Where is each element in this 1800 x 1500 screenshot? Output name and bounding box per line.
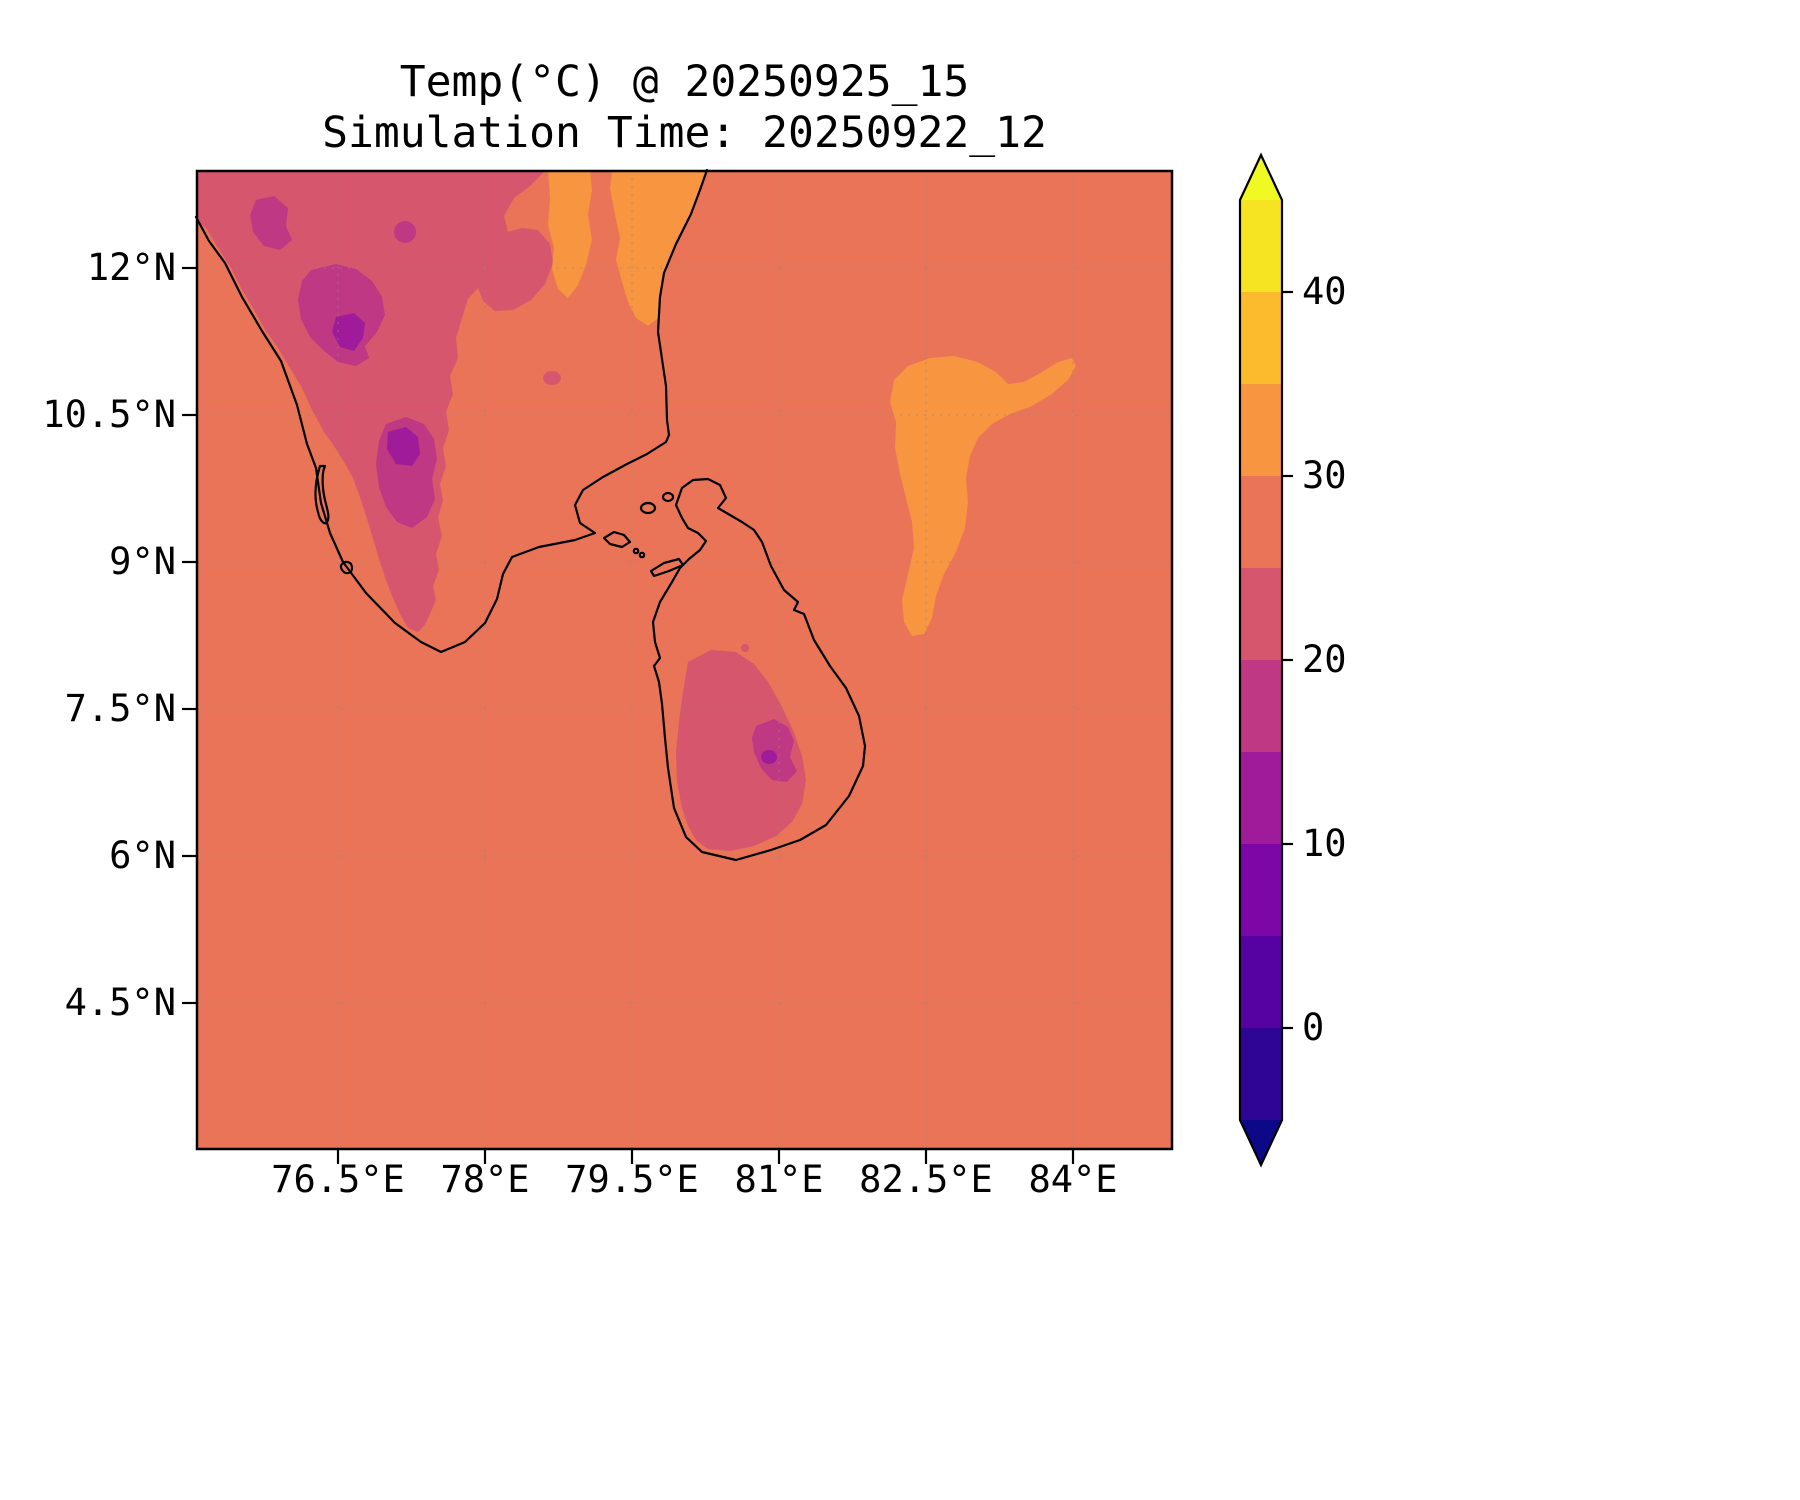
coastline-rameswaram-island xyxy=(602,530,632,549)
coastline-delft-island xyxy=(639,501,657,515)
region-chennai-coast-30-35c xyxy=(610,170,706,326)
colorbar xyxy=(1238,152,1293,1168)
region-ghats-north-15-20c xyxy=(250,196,292,250)
colorbar-band-40-45 xyxy=(1240,200,1282,292)
coastline-mannar-island xyxy=(649,557,685,578)
colorbar-band-0-5 xyxy=(1240,936,1282,1028)
y-tick-label: 4.5°N xyxy=(64,981,176,1024)
axis-tick-marks xyxy=(182,266,1075,1164)
colorbar-tick-label: 30 xyxy=(1302,454,1347,497)
coastline-jaffna-islet xyxy=(661,491,675,503)
colorbar-band-neg5-0 xyxy=(1240,1028,1282,1120)
region-south-india-20-25c xyxy=(196,170,553,632)
region-anaimalai-core-10-15c xyxy=(387,427,420,466)
coastline-india xyxy=(194,168,709,654)
x-tick-label: 79.5°E xyxy=(565,1158,699,1201)
coastline-kerala-backwater-lake xyxy=(314,464,330,525)
region-sri-lanka-interior-20-25c xyxy=(676,650,806,851)
colorbar-band-15-20 xyxy=(1240,660,1282,752)
x-tick-label: 82.5°E xyxy=(859,1158,993,1201)
colorbar-band-10-15 xyxy=(1240,752,1282,844)
colorbar-band-30-35 xyxy=(1240,384,1282,476)
colorbar-tick-label: 40 xyxy=(1302,270,1347,313)
plot-subtitle: Simulation Time: 20250922_12 xyxy=(322,108,1047,158)
region-sri-lanka-highlands-15-20c xyxy=(752,719,797,782)
colorbar-tick-label: 10 xyxy=(1302,822,1347,865)
coastline-ashtamudi-lake xyxy=(339,560,354,575)
coastline-adams-bridge-islet-1 xyxy=(632,547,640,555)
colorbar-extend-over-triangle xyxy=(1240,155,1282,200)
colorbar-tick-marks xyxy=(1282,290,1293,1030)
region-sri-lanka-small-patch xyxy=(741,644,749,652)
region-small-hill-15-20c xyxy=(394,221,416,243)
region-nilgiris-15-20c xyxy=(298,264,385,366)
region-small-pink-patch xyxy=(543,371,561,385)
coastline-sri-lanka xyxy=(651,477,867,862)
colorbar-tick-label: 0 xyxy=(1302,1006,1325,1049)
y-tick-label: 12°N xyxy=(86,246,176,289)
colorbar-band-35-40 xyxy=(1240,292,1282,384)
x-tick-label: 78°E xyxy=(440,1158,530,1201)
y-tick-label: 6°N xyxy=(109,834,176,877)
plot-title: Temp(°C) @ 20250925_15 xyxy=(399,57,970,107)
y-tick-label: 7.5°N xyxy=(64,687,176,730)
x-tick-label: 76.5°E xyxy=(271,1158,405,1201)
colorbar-band-5-10 xyxy=(1240,844,1282,936)
map-plot xyxy=(182,168,1174,1164)
coastline-adams-bridge-islet-2 xyxy=(638,551,646,559)
y-tick-label: 9°N xyxy=(109,540,176,583)
plot-frame xyxy=(195,169,1174,1151)
x-tick-label: 81°E xyxy=(734,1158,824,1201)
region-tamilnadu-warm-west-30-35c xyxy=(548,170,592,298)
region-nilgiris-core-10-15c xyxy=(332,313,365,351)
x-tick-label: 84°E xyxy=(1028,1158,1118,1201)
y-tick-label: 10.5°N xyxy=(42,393,176,436)
region-sri-lanka-peak-10-15c xyxy=(761,750,777,764)
colorbar-extend-under-triangle xyxy=(1240,1120,1282,1165)
colorbar-outline xyxy=(1238,152,1284,1168)
colorbar-band-20-25 xyxy=(1240,568,1282,660)
colorbar-tick-label: 20 xyxy=(1302,638,1347,681)
colorbar-band-25-30 xyxy=(1240,476,1282,568)
region-bay-of-bengal-30-35c xyxy=(890,356,1076,636)
